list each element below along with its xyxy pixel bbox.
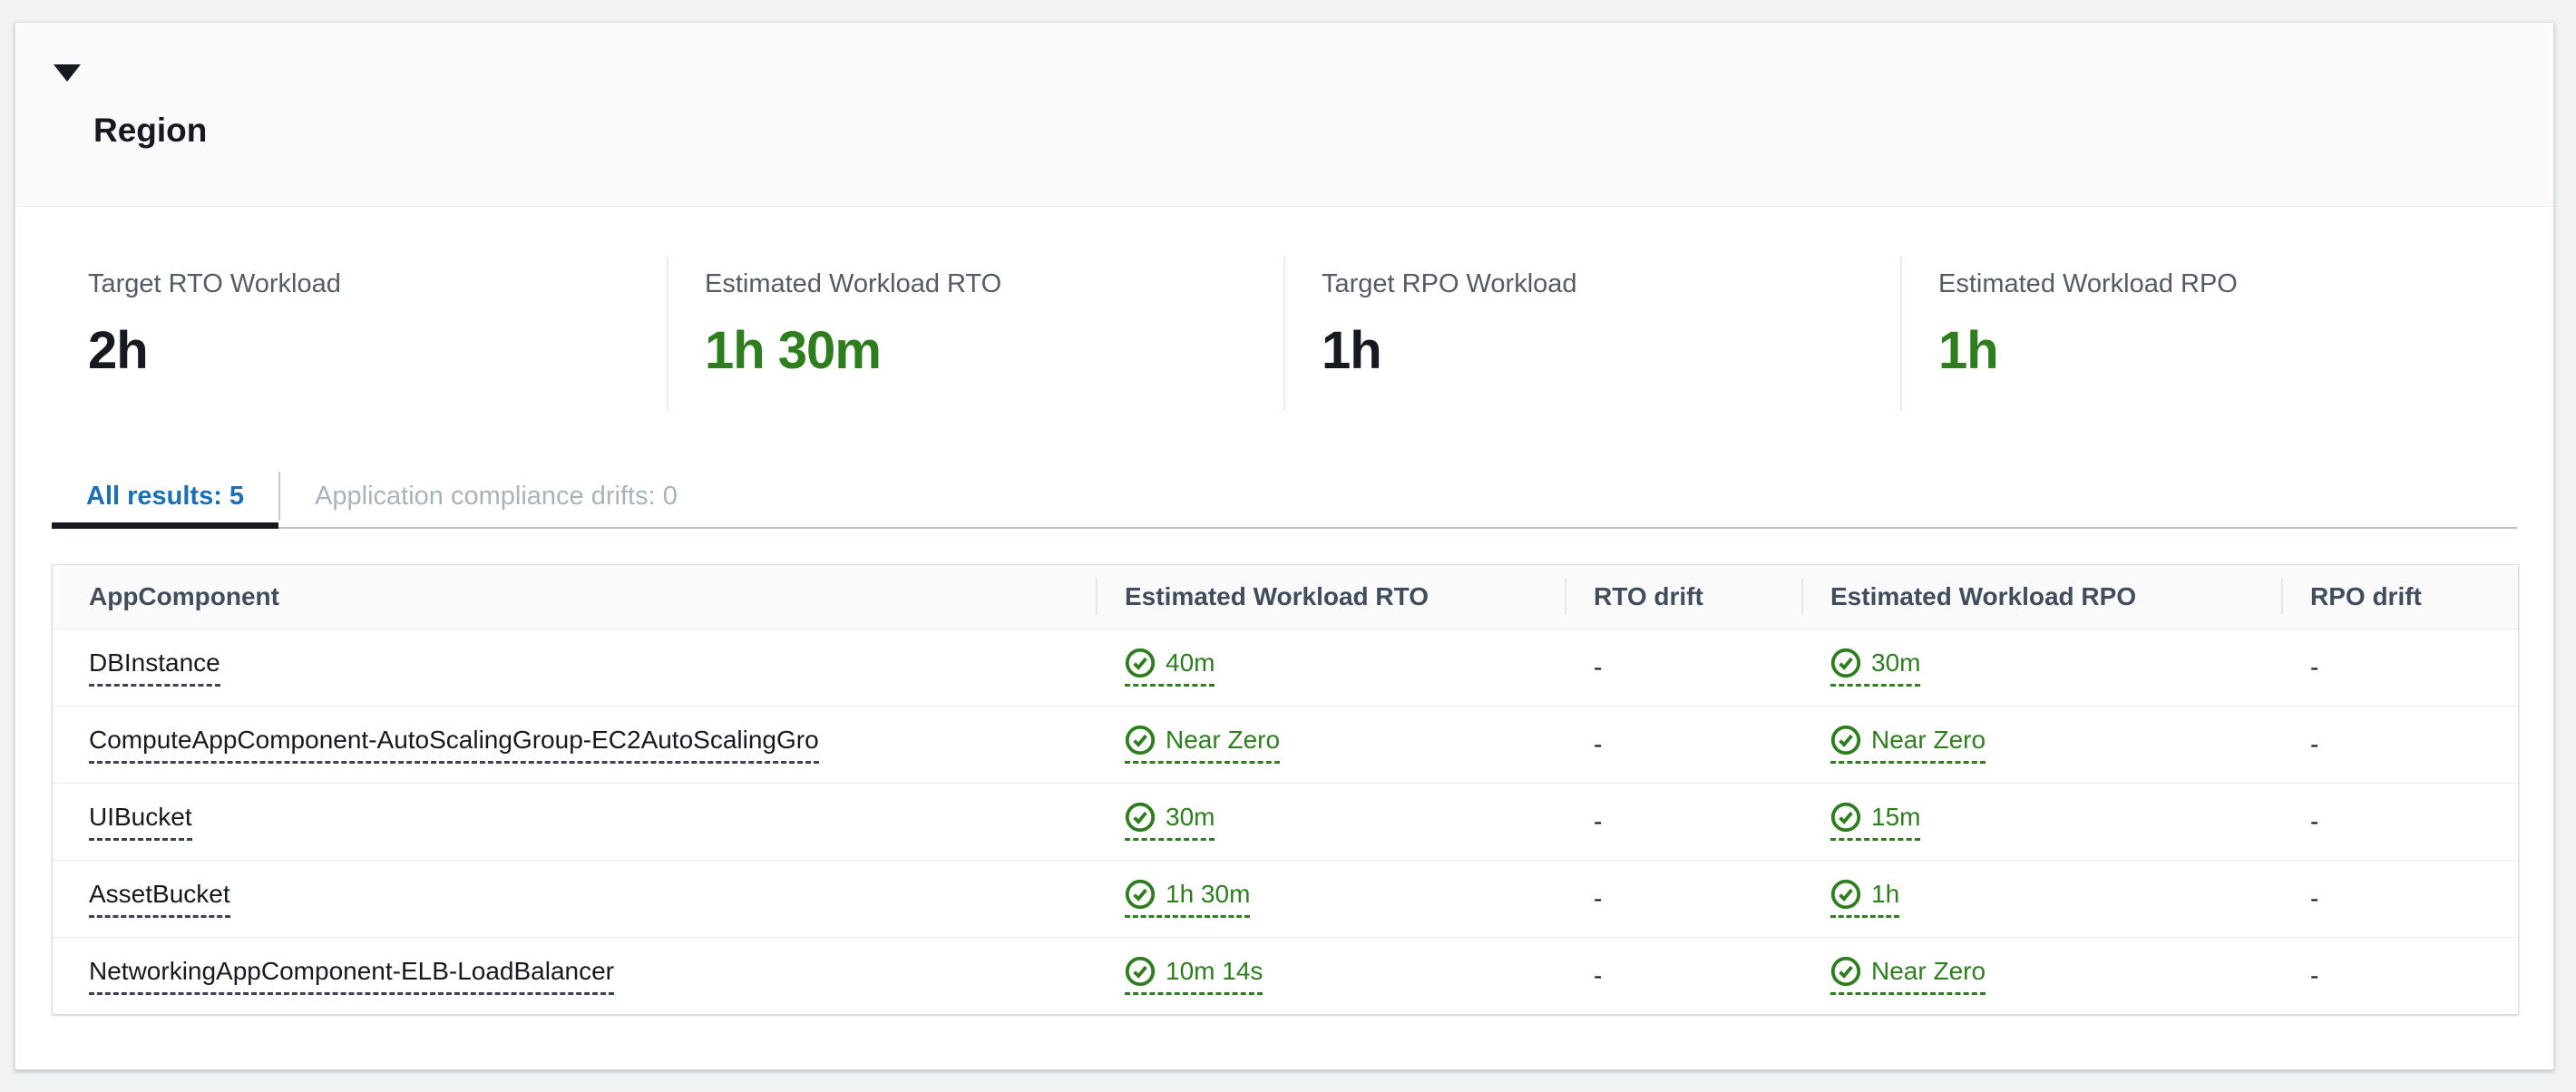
rto-drift-value: - bbox=[1594, 960, 1603, 990]
estimated-rto-value[interactable]: Near Zero bbox=[1125, 725, 1281, 764]
region-section-card: Region Target RTO Workload 2h Estimated … bbox=[15, 22, 2554, 1070]
section-title: Region bbox=[93, 112, 208, 149]
metric-value: 2h bbox=[88, 321, 149, 380]
metric-target-rto: Target RTO Workload 2h bbox=[52, 257, 667, 411]
table-header-row: AppComponent Estimated Workload RTO RTO … bbox=[53, 565, 2518, 629]
status-positive-icon bbox=[1830, 802, 1861, 833]
column-header-estimated-rto: Estimated Workload RTO bbox=[1096, 565, 1565, 629]
column-header-appcomponent: AppComponent bbox=[53, 565, 1096, 629]
rpo-drift-value: - bbox=[2310, 806, 2319, 835]
status-positive-icon bbox=[1830, 956, 1861, 987]
rpo-drift-value: - bbox=[2310, 883, 2319, 912]
table-row: UIBucket 30m - bbox=[53, 782, 2518, 860]
rto-drift-value: - bbox=[1594, 652, 1603, 681]
metric-estimated-rpo: Estimated Workload RPO 1h bbox=[1900, 257, 2517, 411]
section-header: Region bbox=[15, 23, 2553, 207]
status-positive-icon bbox=[1830, 648, 1861, 678]
collapse-triangle-icon[interactable] bbox=[54, 64, 81, 82]
status-positive-icon bbox=[1125, 956, 1156, 987]
estimated-rto-value[interactable]: 10m 14s bbox=[1125, 956, 1264, 996]
column-header-rto-drift: RTO drift bbox=[1565, 565, 1801, 629]
metric-label: Target RTO Workload bbox=[88, 269, 341, 298]
tab-compliance-drifts[interactable]: Application compliance drifts: 0 bbox=[315, 481, 678, 511]
rto-drift-value: - bbox=[1594, 883, 1603, 912]
estimated-rpo-value[interactable]: 15m bbox=[1830, 802, 1921, 841]
status-positive-icon bbox=[1830, 725, 1861, 756]
rpo-drift-value: - bbox=[2310, 652, 2319, 681]
metric-label: Target RPO Workload bbox=[1322, 269, 1577, 298]
table-row: AssetBucket 1h 30m - bbox=[53, 859, 2518, 937]
status-positive-icon bbox=[1125, 648, 1156, 678]
metric-value: 1h bbox=[1322, 321, 1382, 380]
appcomponent-name-link[interactable]: UIBucket bbox=[89, 803, 192, 841]
table-row: NetworkingAppComponent-ELB-LoadBalancer … bbox=[53, 936, 2518, 1014]
estimated-rto-value[interactable]: 1h 30m bbox=[1125, 879, 1251, 918]
tab-divider bbox=[278, 472, 281, 521]
column-header-rpo-drift: RPO drift bbox=[2281, 565, 2518, 629]
status-positive-icon bbox=[1125, 725, 1156, 756]
metric-estimated-rto: Estimated Workload RTO 1h 30m bbox=[667, 257, 1283, 411]
rpo-drift-value: - bbox=[2310, 960, 2319, 990]
appcomponent-name-link[interactable]: AssetBucket bbox=[89, 880, 230, 918]
estimated-rto-value[interactable]: 40m bbox=[1125, 648, 1215, 687]
metric-label: Estimated Workload RTO bbox=[705, 269, 1002, 298]
workload-metrics: Target RTO Workload 2h Estimated Workloa… bbox=[52, 257, 2517, 411]
estimated-rpo-value[interactable]: 30m bbox=[1830, 648, 1921, 687]
appcomponent-name-link[interactable]: ComputeAppComponent-AutoScalingGroup-EC2… bbox=[89, 726, 819, 764]
estimated-rto-value[interactable]: 30m bbox=[1125, 802, 1215, 841]
metric-value: 1h bbox=[1938, 321, 1999, 380]
status-positive-icon bbox=[1830, 879, 1861, 910]
rto-drift-value: - bbox=[1594, 729, 1603, 758]
rpo-drift-value: - bbox=[2310, 729, 2319, 758]
app-components-table: AppComponent Estimated Workload RTO RTO … bbox=[52, 564, 2519, 1015]
rto-drift-value: - bbox=[1594, 806, 1603, 835]
column-header-estimated-rpo: Estimated Workload RPO bbox=[1801, 565, 2281, 629]
status-positive-icon bbox=[1125, 879, 1156, 910]
metric-value: 1h 30m bbox=[705, 321, 882, 380]
appcomponent-name-link[interactable]: DBInstance bbox=[89, 648, 220, 687]
metric-label: Estimated Workload RPO bbox=[1938, 269, 2238, 298]
results-tabs: All results: 5 Application compliance dr… bbox=[52, 465, 2517, 529]
estimated-rpo-value[interactable]: 1h bbox=[1830, 879, 1900, 918]
appcomponent-name-link[interactable]: NetworkingAppComponent-ELB-LoadBalancer bbox=[89, 957, 615, 995]
table-row: DBInstance 40m - bbox=[53, 629, 2518, 706]
metric-target-rpo: Target RPO Workload 1h bbox=[1283, 257, 1900, 411]
tab-all-results[interactable]: All results: 5 bbox=[52, 465, 279, 529]
estimated-rpo-value[interactable]: Near Zero bbox=[1830, 725, 1986, 764]
estimated-rpo-value[interactable]: Near Zero bbox=[1830, 956, 1986, 996]
status-positive-icon bbox=[1125, 802, 1156, 833]
table-row: ComputeAppComponent-AutoScalingGroup-EC2… bbox=[53, 705, 2518, 783]
